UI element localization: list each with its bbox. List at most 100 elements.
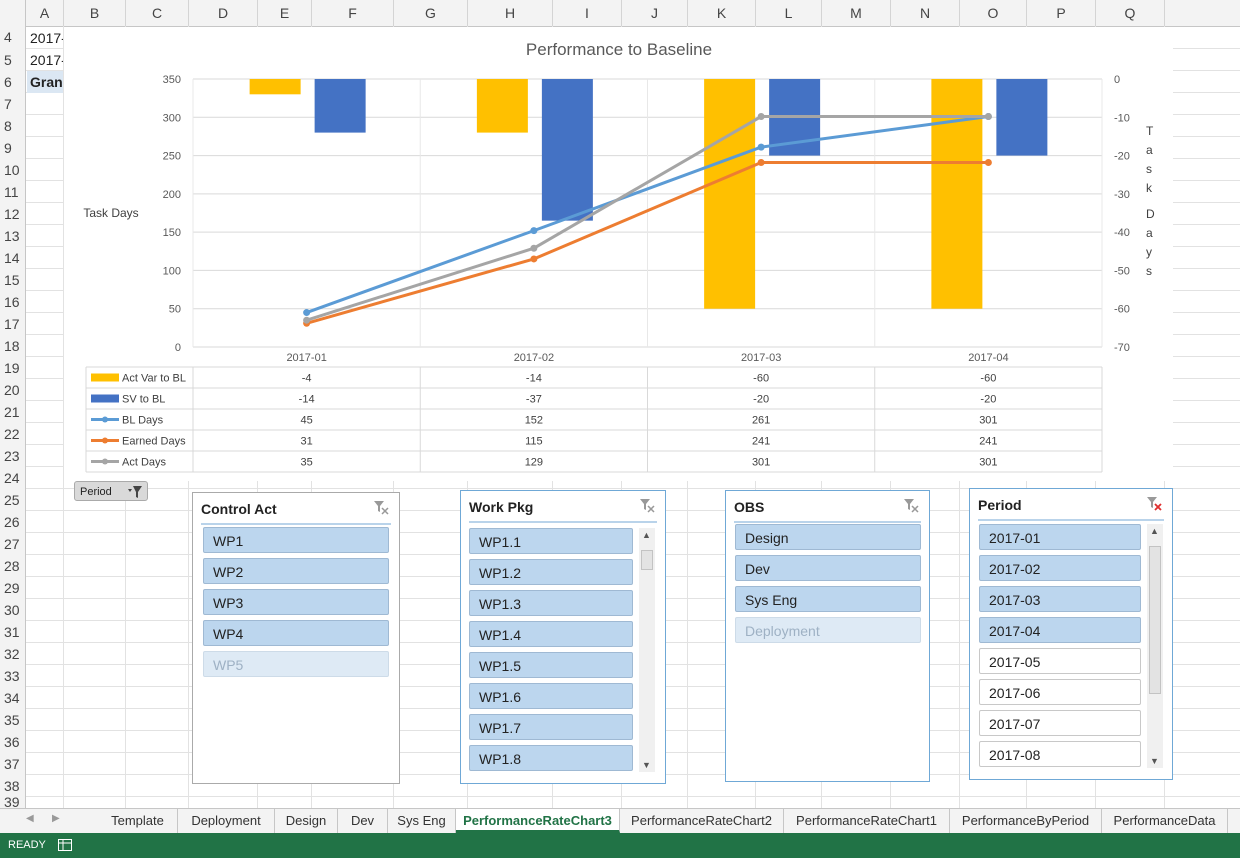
row-header-28[interactable]: 28 — [0, 555, 26, 577]
column-header-i[interactable]: I — [553, 0, 622, 26]
cell-a5[interactable]: 2017- — [30, 52, 63, 68]
slicer-scrollbar[interactable]: ▲ ▼ — [639, 528, 655, 772]
row-header-12[interactable]: 12 — [0, 203, 26, 225]
clear-filter-icon[interactable] — [373, 499, 389, 515]
row-header-39[interactable]: 39 — [0, 795, 26, 809]
scroll-up-icon[interactable]: ▲ — [642, 530, 651, 540]
slicer-item[interactable]: 2017-04 — [979, 617, 1141, 643]
row-header-8[interactable]: 8 — [0, 115, 26, 137]
performance-chart[interactable]: Performance to Baseline 350 300 250 200 150 10… — [64, 27, 1173, 481]
column-header-m[interactable]: M — [822, 0, 891, 26]
row-header-30[interactable]: 30 — [0, 599, 26, 621]
sheet-tab[interactable]: Design — [275, 809, 338, 833]
slicer-item[interactable]: Dev — [735, 555, 921, 581]
row-header-14[interactable]: 14 — [0, 247, 26, 269]
row-header-7[interactable]: 7 — [0, 93, 26, 115]
row-header-4[interactable]: 4 — [0, 26, 26, 49]
column-header-e[interactable]: E — [258, 0, 312, 26]
column-header-a[interactable]: A — [26, 0, 64, 26]
column-header-f[interactable]: F — [312, 0, 394, 26]
sheet-tab[interactable]: Dev — [338, 809, 388, 833]
row-header-27[interactable]: 27 — [0, 533, 26, 555]
row-header-29[interactable]: 29 — [0, 577, 26, 599]
sheet-tab[interactable]: PerformanceByPeriod — [950, 809, 1102, 833]
slicer-item[interactable]: WP1.7 — [469, 714, 633, 740]
tab-scroll-right-icon[interactable]: ▶ — [52, 813, 60, 824]
slicer-work-pkg[interactable]: Work Pkg WP1.1 WP1.2 WP1.3 WP1.4 WP1.5 W… — [460, 490, 666, 784]
row-header-23[interactable]: 23 — [0, 445, 26, 467]
slicer-item[interactable]: 2017-05 — [979, 648, 1141, 674]
column-header-d[interactable]: D — [189, 0, 258, 26]
scrollbar-thumb[interactable] — [1149, 546, 1161, 694]
row-header-32[interactable]: 32 — [0, 643, 26, 665]
scrollbar-thumb[interactable] — [641, 550, 653, 570]
row-header-35[interactable]: 35 — [0, 709, 26, 731]
clear-filter-icon[interactable] — [639, 497, 655, 513]
slicer-item[interactable]: 2017-08 — [979, 741, 1141, 767]
slicer-item[interactable]: WP4 — [203, 620, 389, 646]
select-all-corner[interactable] — [0, 0, 26, 26]
column-header-o[interactable]: O — [960, 0, 1027, 26]
row-header-34[interactable]: 34 — [0, 687, 26, 709]
slicer-item[interactable]: WP1 — [203, 527, 389, 553]
row-header-10[interactable]: 10 — [0, 159, 26, 181]
column-header-h[interactable]: H — [468, 0, 553, 26]
row-header-36[interactable]: 36 — [0, 731, 26, 753]
slicer-obs[interactable]: OBS Design Dev Sys Eng Deployment — [725, 490, 930, 782]
column-header-j[interactable]: J — [622, 0, 688, 26]
slicer-item[interactable]: WP1.2 — [469, 559, 633, 585]
slicer-control-act[interactable]: Control Act WP1 WP2 WP3 WP4 WP5 — [192, 492, 400, 784]
row-header-38[interactable]: 38 — [0, 775, 26, 797]
slicer-item[interactable]: WP1.1 — [469, 528, 633, 554]
slicer-item[interactable]: WP1.3 — [469, 590, 633, 616]
slicer-item[interactable]: 2017-03 — [979, 586, 1141, 612]
slicer-item[interactable]: WP1.8 — [469, 745, 633, 771]
period-filter-button[interactable]: Period — [74, 481, 148, 501]
row-header-5[interactable]: 5 — [0, 49, 26, 71]
column-header-n[interactable]: N — [891, 0, 960, 26]
row-header-19[interactable]: 19 — [0, 357, 26, 379]
row-header-22[interactable]: 22 — [0, 423, 26, 445]
slicer-item[interactable]: WP1.6 — [469, 683, 633, 709]
scroll-down-icon[interactable]: ▼ — [1150, 756, 1159, 766]
row-header-31[interactable]: 31 — [0, 621, 26, 643]
column-header-q[interactable]: Q — [1096, 0, 1165, 26]
slicer-item[interactable]: WP1.5 — [469, 652, 633, 678]
row-header-9[interactable]: 9 — [0, 137, 26, 159]
row-header-18[interactable]: 18 — [0, 335, 26, 357]
row-header-20[interactable]: 20 — [0, 379, 26, 401]
column-header-l[interactable]: L — [756, 0, 822, 26]
column-header-b[interactable]: B — [64, 0, 126, 26]
column-header-k[interactable]: K — [688, 0, 756, 26]
macro-record-icon[interactable] — [58, 839, 72, 851]
slicer-item[interactable]: 2017-02 — [979, 555, 1141, 581]
cell-a6[interactable]: Gran — [27, 71, 63, 93]
row-header-25[interactable]: 25 — [0, 489, 26, 511]
row-header-17[interactable]: 17 — [0, 313, 26, 335]
row-header-11[interactable]: 11 — [0, 181, 26, 203]
sheet-tab[interactable]: Sys Eng — [388, 809, 456, 833]
slicer-item[interactable]: 2017-06 — [979, 679, 1141, 705]
row-header-24[interactable]: 24 — [0, 467, 26, 489]
sheet-tab[interactable]: PerformanceRateChart1 — [784, 809, 950, 833]
column-header-p[interactable]: P — [1027, 0, 1096, 26]
row-header-33[interactable]: 33 — [0, 665, 26, 687]
sheet-tab[interactable]: PerformanceRateChart2 — [620, 809, 784, 833]
slicer-item[interactable]: Design — [735, 524, 921, 550]
slicer-item[interactable]: 2017-07 — [979, 710, 1141, 736]
slicer-item[interactable]: Sys Eng — [735, 586, 921, 612]
tab-scroll-left-icon[interactable]: ◀ — [26, 813, 34, 824]
slicer-scrollbar[interactable]: ▲ ▼ — [1147, 524, 1163, 768]
row-header-26[interactable]: 26 — [0, 511, 26, 533]
scroll-up-icon[interactable]: ▲ — [1150, 526, 1159, 536]
sheet-tab[interactable]: Template — [98, 809, 178, 833]
clear-filter-icon[interactable] — [1146, 495, 1162, 511]
row-header-37[interactable]: 37 — [0, 753, 26, 775]
row-header-6[interactable]: 6 — [0, 71, 26, 93]
slicer-item[interactable]: WP1.4 — [469, 621, 633, 647]
slicer-item[interactable]: WP2 — [203, 558, 389, 584]
scroll-down-icon[interactable]: ▼ — [642, 760, 651, 770]
slicer-item[interactable]: 2017-01 — [979, 524, 1141, 550]
column-header-c[interactable]: C — [126, 0, 189, 26]
row-header-13[interactable]: 13 — [0, 225, 26, 247]
